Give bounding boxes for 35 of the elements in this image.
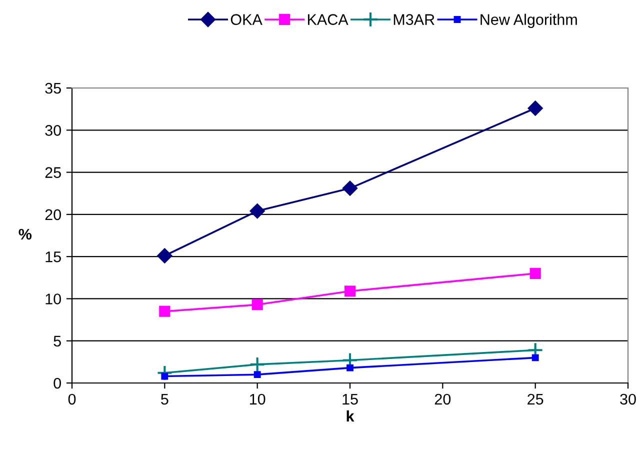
y-axis-title: % [18, 228, 32, 240]
point [159, 306, 170, 317]
point [528, 100, 543, 116]
point [342, 180, 358, 196]
legend-label: OKA [230, 14, 262, 25]
y-tick-label: 25 [45, 167, 61, 178]
point [254, 371, 261, 378]
x-tick-label: 30 [620, 394, 636, 405]
y-tick-label: 10 [46, 294, 61, 304]
x-tick-label: 15 [342, 394, 358, 405]
x-tick-label: 5 [161, 394, 168, 405]
x-tick-label: 25 [528, 394, 544, 405]
y-tick-label: 30 [45, 125, 61, 136]
x-axis-title: k [346, 410, 354, 422]
y-tick-label: 35 [45, 82, 61, 94]
y-tick-label: 20 [45, 209, 61, 220]
legend-label: New Algorithm [480, 14, 577, 28]
x-tick-label: 20 [434, 394, 451, 405]
point [532, 354, 539, 362]
x-tick-label: 0 [68, 394, 76, 405]
y-tick-label: 0 [54, 378, 61, 389]
legend-label: M3AR [394, 14, 434, 25]
x-tick-label: 10 [250, 394, 266, 405]
point [161, 372, 168, 380]
y-tick-label: 15 [46, 252, 61, 262]
y-tick-label: 5 [54, 336, 61, 347]
point [250, 203, 265, 219]
point [346, 364, 354, 372]
point [156, 364, 173, 381]
point [344, 286, 356, 297]
point [249, 356, 266, 372]
legend-label: KACA [308, 14, 348, 25]
point [157, 248, 172, 264]
point [530, 268, 541, 279]
point [252, 299, 263, 310]
